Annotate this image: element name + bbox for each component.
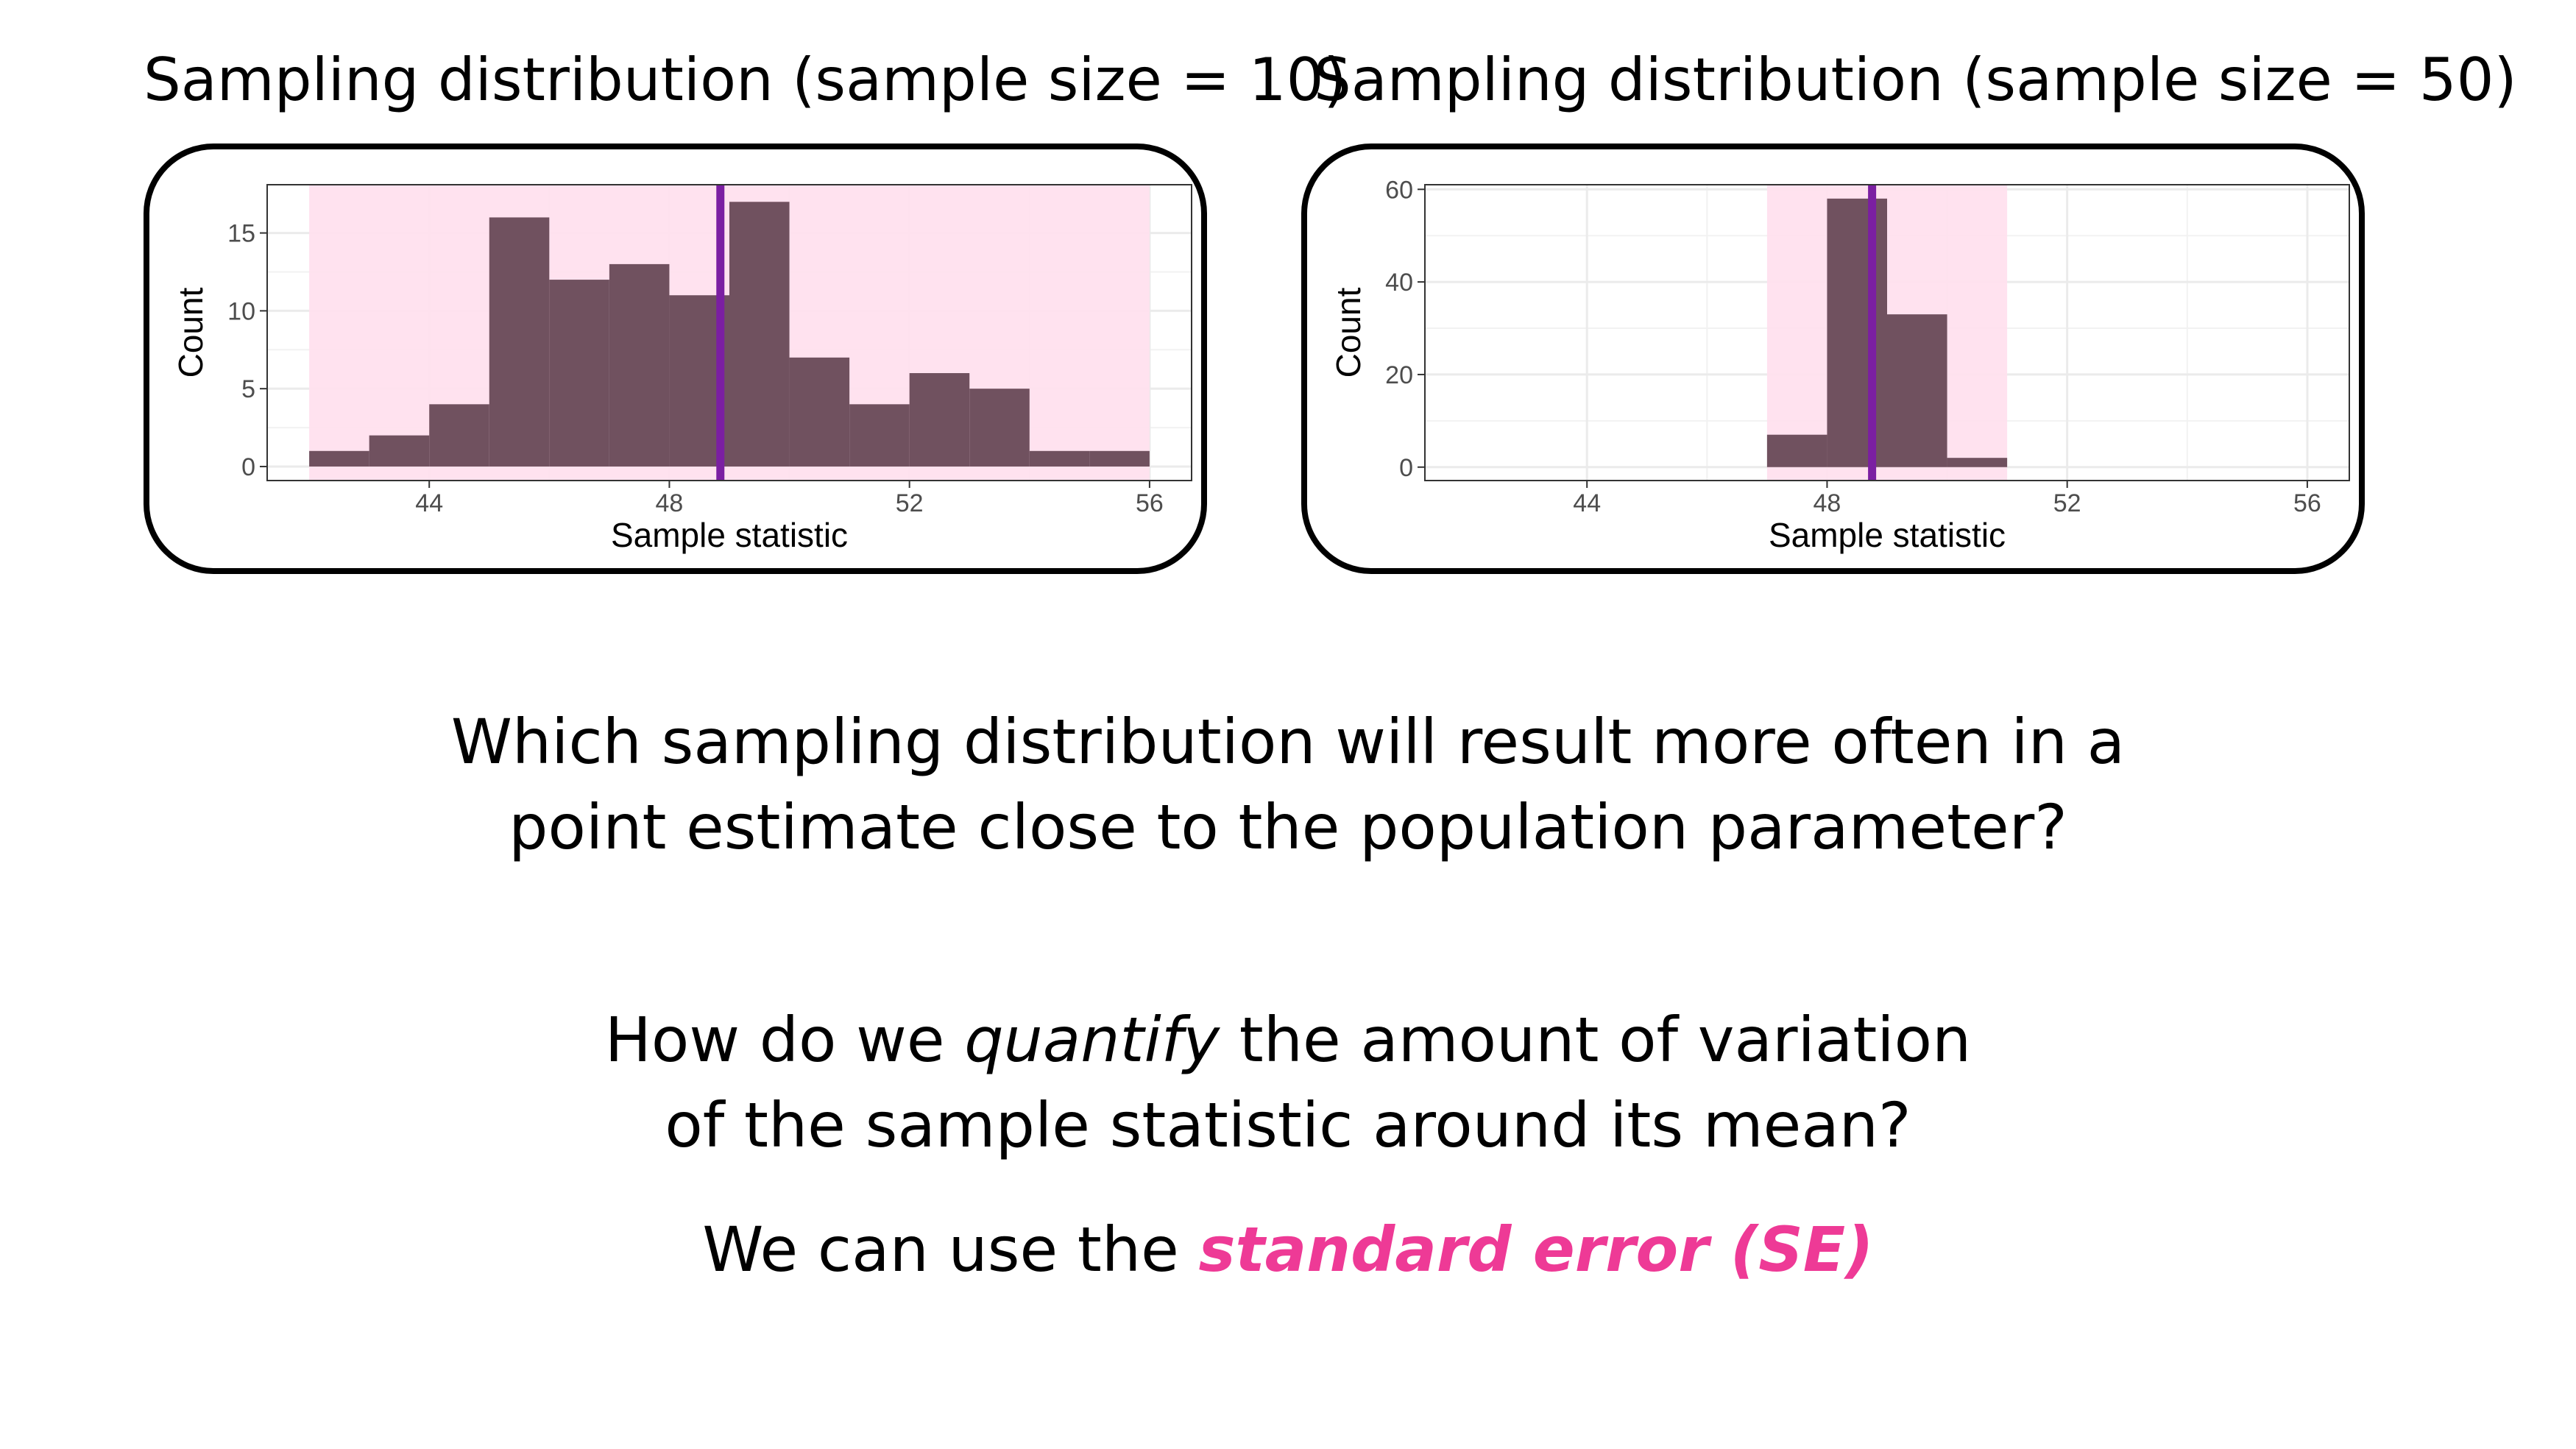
y-tick-label: 0 <box>1399 454 1413 482</box>
chart-box-left: 44 48 52 56 0 5 10 15 Sample statistic Count <box>144 144 1207 574</box>
histogram-bar <box>849 404 910 467</box>
y-tick-label: 10 <box>227 297 255 325</box>
answer-text: We can use the standard error (SE) <box>0 1207 2576 1292</box>
y-tick-label: 20 <box>1385 361 1413 389</box>
histogram-bar <box>369 435 430 467</box>
plot-border <box>266 184 1192 481</box>
histogram-bar <box>1089 450 1150 467</box>
x-tick-label: 44 <box>1573 489 1601 517</box>
x-tick-label: 44 <box>415 489 443 517</box>
quantify-question: How do we quantify the amount of variati… <box>0 997 2576 1168</box>
x-tick-label: 48 <box>1814 489 1841 517</box>
x-tick-label: 56 <box>1136 489 1164 517</box>
histogram-bar <box>549 280 609 467</box>
y-tick-label: 15 <box>227 220 255 248</box>
histogram-bar <box>789 357 850 467</box>
quantify-line-1: How do we quantify the amount of variati… <box>0 997 2576 1083</box>
standard-error-term: standard error (SE) <box>1198 1214 1874 1286</box>
histogram-bar <box>1947 458 2008 467</box>
plot-border <box>1424 184 2350 481</box>
panel-title-left: Sampling distribution (sample size = 10) <box>144 46 1347 114</box>
histogram-bar <box>729 202 790 467</box>
y-tick-label: 0 <box>241 453 255 481</box>
question-line-2: point estimate close to the population p… <box>509 791 2067 863</box>
question-line-1: Which sampling distribution will result … <box>450 706 2126 778</box>
histogram-bar <box>969 389 1030 467</box>
histogram-bar <box>429 404 489 467</box>
histogram-chart-left: 44 48 52 56 0 5 10 15 Sample statistic Count <box>171 184 1192 554</box>
histogram-bar <box>909 373 970 467</box>
y-tick-label: 5 <box>241 375 255 403</box>
quantify-part-1: How do we <box>604 1004 965 1076</box>
histogram-bar <box>1887 314 1947 467</box>
quantify-emphasis: quantify <box>964 1004 1220 1076</box>
histogram-bar <box>1029 450 1090 467</box>
histogram-chart-right: 44 48 52 56 0 20 40 60 Sample statistic Count <box>1329 176 2350 554</box>
question-text: Which sampling distribution will result … <box>0 699 2576 870</box>
panel-title-right: Sampling distribution (sample size = 50) <box>1314 46 2517 114</box>
x-tick-label: 56 <box>2293 489 2321 517</box>
y-axis-title: Count <box>1329 287 1367 378</box>
x-tick-label: 52 <box>2053 489 2081 517</box>
y-tick-label: 60 <box>1385 176 1413 204</box>
histogram-bar <box>1827 198 1887 467</box>
x-tick-label: 48 <box>656 489 684 517</box>
y-tick-label: 40 <box>1385 269 1413 297</box>
quantify-line-2: of the sample statistic around its mean? <box>665 1089 1911 1161</box>
histogram-bar <box>309 450 369 467</box>
chart-box-right: 44 48 52 56 0 20 40 60 Sample statistic Count <box>1301 144 2365 574</box>
x-axis-title: Sample statistic <box>611 516 848 554</box>
x-axis-title: Sample statistic <box>1769 516 2006 554</box>
y-axis-title: Count <box>171 287 210 378</box>
x-tick-label: 52 <box>896 489 924 517</box>
answer-prefix: We can use the <box>702 1214 1199 1286</box>
histogram-bar <box>489 217 550 467</box>
quantify-part-2: the amount of variation <box>1220 1004 1972 1076</box>
histogram-bar <box>1766 434 1827 467</box>
histogram-bar <box>609 263 670 467</box>
